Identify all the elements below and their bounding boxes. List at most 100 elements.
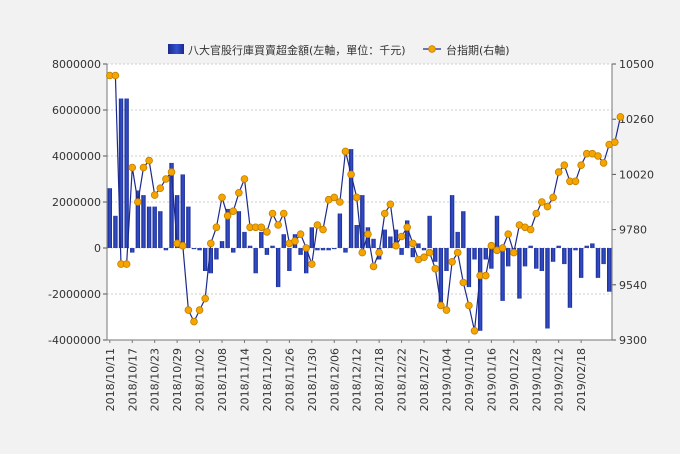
x-axis-tick-label: 2019/02/18 (575, 348, 588, 411)
left-axis-tick-label: 6000000 (52, 104, 101, 117)
index-point (403, 223, 411, 232)
index-point (207, 239, 215, 248)
index-point (308, 260, 316, 268)
left-axis-tick-label: 4000000 (52, 150, 101, 163)
index-point (526, 225, 535, 234)
index-point (448, 257, 456, 266)
index-point (470, 326, 479, 335)
bar (444, 248, 449, 271)
index-point (319, 225, 327, 234)
x-axis-tick-label: 2019/01/16 (485, 348, 498, 411)
bar (169, 162, 174, 248)
index-point (611, 138, 619, 147)
bar (399, 248, 404, 255)
index-point (375, 248, 383, 257)
bar (371, 238, 376, 248)
right-axis-tick-label: 9300 (619, 334, 647, 347)
index-point (223, 212, 232, 220)
bar (601, 248, 606, 265)
bar (113, 215, 118, 248)
bar (326, 248, 331, 251)
bar (219, 241, 225, 248)
index-point (549, 193, 557, 202)
index-point (336, 198, 344, 206)
bar (259, 231, 264, 248)
x-axis-tick-label: 2018/11/20 (261, 348, 274, 411)
bar (382, 229, 387, 248)
bar (427, 215, 432, 248)
index-point (330, 193, 339, 202)
index-point (498, 244, 507, 252)
bar (590, 243, 595, 248)
index-point (184, 306, 193, 314)
index-point (201, 294, 209, 303)
bar (152, 206, 157, 248)
x-axis-tick-label: 2018/10/23 (149, 348, 162, 411)
bar (567, 248, 573, 308)
bar (107, 188, 112, 248)
bar (130, 248, 135, 253)
x-axis-tick-label: 2019/01/28 (530, 348, 543, 411)
bar (416, 243, 421, 248)
x-axis-tick-label: 2018/12/22 (396, 348, 409, 411)
bar (455, 231, 460, 248)
index-point (510, 248, 518, 257)
bar (275, 248, 281, 288)
index-point (459, 278, 468, 287)
bar (360, 195, 365, 248)
bar (163, 248, 169, 251)
index-point (111, 71, 120, 80)
legend-line-marker (428, 45, 436, 53)
bar (186, 206, 191, 248)
bar (421, 248, 427, 251)
bar (203, 248, 208, 271)
left-axis-tick-label: 0 (94, 242, 101, 255)
bar (231, 248, 236, 253)
index-point (442, 306, 451, 314)
right-axis-tick-label: 9780 (619, 224, 647, 237)
left-axis-tick-label: 2000000 (52, 196, 101, 209)
bar (242, 231, 247, 248)
x-axis-tick-label: 2018/12/27 (418, 348, 431, 411)
bar (174, 195, 180, 248)
index-point (543, 202, 552, 211)
index-point (364, 230, 372, 239)
index-point (409, 239, 417, 248)
bar (337, 213, 343, 248)
left-axis-tick-label: 8000000 (52, 58, 101, 71)
bar (483, 248, 488, 260)
bar (118, 98, 124, 248)
bar (433, 248, 438, 262)
index-point (341, 147, 350, 156)
index-point (481, 271, 490, 280)
x-axis-tick-label: 2018/11/02 (194, 348, 207, 411)
x-axis-tick-label: 2018/12/06 (328, 348, 341, 411)
bar (534, 248, 539, 269)
bar (208, 248, 213, 274)
right-axis-tick-label: 10260 (619, 113, 654, 126)
x-axis-tick-label: 2019/01/22 (508, 348, 521, 411)
x-axis-tick-label: 2018/12/18 (373, 348, 386, 411)
index-point (218, 193, 226, 202)
bar (500, 248, 505, 301)
bar (539, 248, 545, 271)
index-point (178, 241, 187, 250)
index-point (425, 248, 434, 257)
index-point (431, 264, 440, 273)
index-point (162, 175, 170, 183)
index-point (263, 228, 271, 236)
index-point (397, 232, 406, 241)
bar (489, 248, 494, 269)
bar (522, 248, 528, 267)
x-axis-tick-label: 2019/01/10 (463, 348, 476, 411)
index-point (268, 209, 277, 218)
index-point (150, 191, 159, 199)
bar (343, 248, 348, 253)
bar (191, 248, 197, 250)
index-point (347, 170, 355, 179)
bar (354, 225, 359, 248)
index-point (599, 159, 608, 167)
bar (264, 248, 270, 255)
bar (595, 248, 601, 278)
